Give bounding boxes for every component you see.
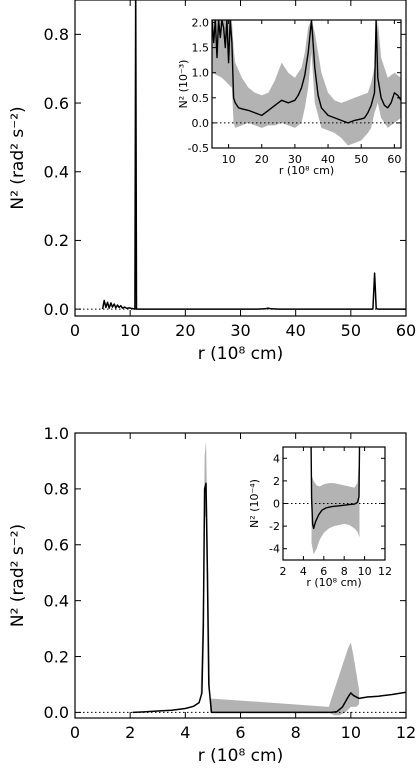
y-tick-label: 0.8 (44, 480, 69, 499)
series-line-0 (132, 482, 406, 714)
y-tick-label: 0.6 (44, 94, 69, 113)
axes-frame (211, 19, 402, 149)
x-tick-label: 20 (175, 321, 195, 340)
x-axis-label: r (10⁸ cm) (198, 746, 283, 766)
y-tick-label: 0.4 (44, 162, 69, 181)
x-tick-label: 0 (70, 321, 80, 340)
x-tick-label: 2 (125, 723, 135, 742)
y-tick-label: -4 (269, 543, 280, 556)
x-tick-label: 0 (70, 723, 80, 742)
y-tick-label: 0.4 (44, 591, 69, 610)
x-tick-label: 10 (341, 723, 361, 742)
x-axis-label: r (10⁸ cm) (279, 164, 334, 177)
y-axis-label: N² (10⁻⁴) (248, 479, 261, 528)
series-line-0 (101, 0, 406, 310)
y-tick-label: -0.5 (188, 142, 209, 155)
y-tick-label: 0.8 (44, 25, 69, 44)
x-tick-label: 12 (396, 723, 416, 742)
y-tick-label: 0.0 (44, 703, 69, 722)
series-line-0 (310, 447, 361, 530)
y-tick-label: 0.6 (44, 536, 69, 555)
x-axis-label: r (10⁸ cm) (306, 576, 361, 589)
y-tick-label: 2 (273, 475, 280, 488)
x-tick-label: 6 (235, 723, 245, 742)
x-tick-label: 50 (341, 321, 361, 340)
y-tick-label: 0 (273, 497, 280, 510)
x-tick-label: 30 (230, 321, 250, 340)
y-tick-label: -2 (269, 520, 280, 533)
y-tick-label: 0.5 (192, 92, 210, 105)
x-tick-label: 4 (300, 565, 307, 578)
x-tick-label: 8 (341, 565, 348, 578)
chart-bottom-main: 0 2 4 6 8 10 120.00.20.40.60.81.0r (10⁸ cm)N² … (8, 424, 416, 766)
x-tick-label: 60 (396, 321, 416, 340)
x-tick-label: 20 (255, 153, 269, 166)
uncertainty-band (200, 441, 360, 716)
x-tick-label: 40 (285, 321, 305, 340)
x-tick-label: 10 (358, 565, 372, 578)
x-tick-label: 8 (291, 723, 301, 742)
y-axis-label: N² (10⁻³) (177, 60, 190, 109)
x-tick-label: 2 (280, 565, 287, 578)
series-line-0 (212, 20, 401, 124)
y-tick-label: 0.0 (44, 300, 69, 319)
y-tick-label: 4 (273, 452, 280, 465)
x-tick-label: 30 (288, 153, 302, 166)
y-tick-label: 0.0 (192, 117, 210, 130)
x-tick-label: 10 (222, 153, 236, 166)
y-tick-label: 2.0 (192, 16, 210, 29)
y-tick-label: 1.5 (192, 42, 210, 55)
y-tick-label: 1.0 (44, 424, 69, 443)
y-tick-label: 0.2 (44, 647, 69, 666)
chart-top-main: 0 10 20 30 40 50 60 0.0 0.2 0.4 0.6 0.8 r (10⁸ cm) N²… (8, 0, 416, 364)
x-tick-label: 10 (120, 321, 140, 340)
chart-top-inset: 10 20 30 40 50 60 -0.5 0.0 0.5 1.0 1.5 2.0 r (10⁸ cm… (177, 16, 402, 177)
x-axis-label: r (10⁸ cm) (198, 344, 283, 364)
y-tick-label: 1.0 (192, 67, 210, 80)
x-tick-label: 40 (321, 153, 335, 166)
y-tick-label: 0.2 (44, 231, 69, 250)
x-tick-label: 60 (387, 153, 401, 166)
x-tick-label: 6 (320, 565, 327, 578)
x-tick-label: 4 (180, 723, 190, 742)
x-tick-label: 12 (378, 565, 392, 578)
x-tick-label: 50 (354, 153, 368, 166)
y-axis-label: N² (rad² s⁻²) (8, 524, 28, 627)
y-axis-label: N² (rad² s⁻²) (8, 106, 28, 209)
